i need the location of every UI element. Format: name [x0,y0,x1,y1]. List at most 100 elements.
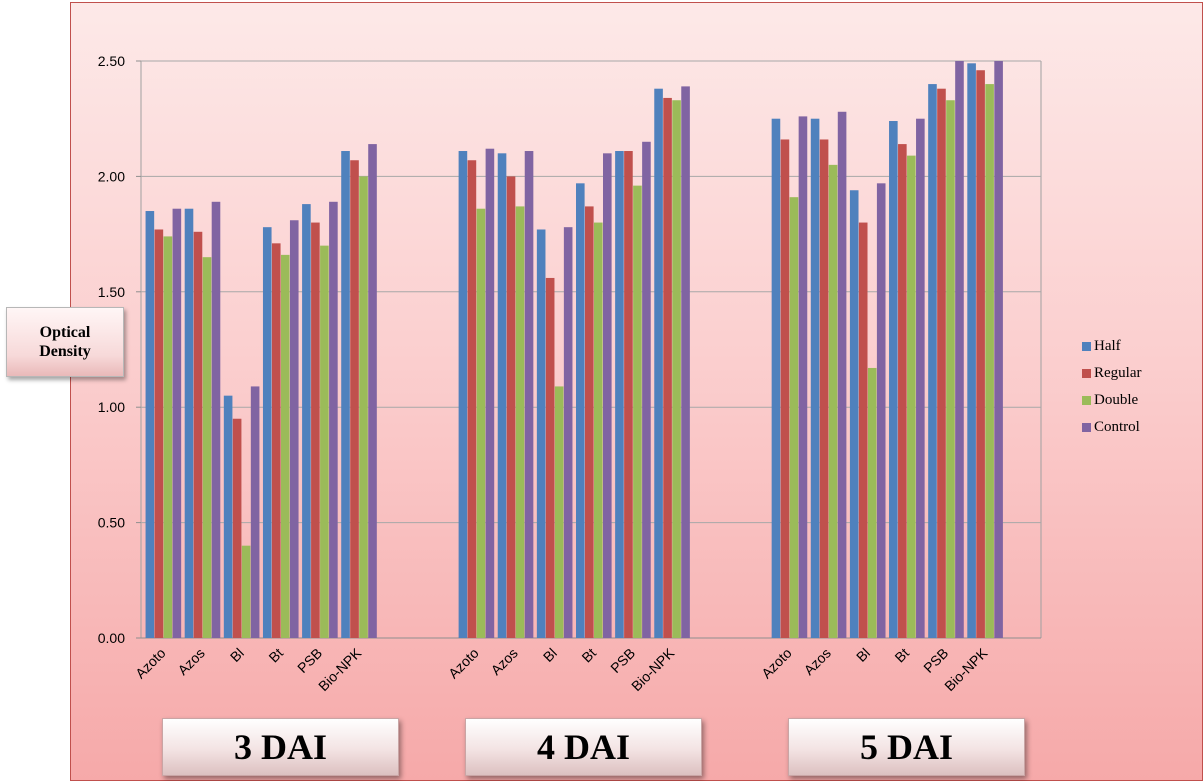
x-tick-label-5-dai-psb: PSB [920,645,951,676]
bar-5-dai-bt-regular [898,144,907,638]
legend-swatch-regular [1082,369,1091,378]
bar-4-dai-azos-double [515,206,525,639]
bar-4-dai-azoto-double [476,208,486,638]
bar-5-dai-bt-control [916,118,925,638]
bar-3-dai-azoto-regular [154,229,164,638]
bar-5-dai-bl-double [867,367,877,638]
legend: Half Regular Double Control [1082,333,1197,441]
bar-3-dai-bio-npk-double [359,176,368,638]
legend-label-control: Control [1094,419,1140,435]
bar-4-dai-azoto-regular [467,160,477,638]
bar-3-dai-bio-npk-regular [350,160,359,638]
group-label-4-dai-text: 4 DAI [536,727,630,767]
bar-4-dai-bio-npk-control [681,86,690,638]
bar-5-dai-bio-npk-half [967,63,976,639]
bar-5-dai-bl-half [849,190,859,639]
x-tick-label-3-dai-bio-npk: Bio-NPK [315,644,365,694]
bar-4-dai-psb-regular [624,151,633,638]
bar-4-dai-psb-half [615,151,624,638]
bar-3-dai-azoto-half [145,211,155,638]
bar-4-dai-bio-npk-half [654,88,663,639]
bar-3-dai-bl-control [250,386,260,638]
legend-item-half: Half [1082,333,1197,360]
y-tick-label-0-50: 0.50 [98,515,125,531]
legend-label-half: Half [1094,338,1121,354]
legend-label-regular: Regular [1094,365,1142,381]
bar-3-dai-psb-half [302,204,311,638]
bar-3-dai-psb-control [329,201,338,638]
group-label-5-dai-text: 5 DAI [859,727,953,767]
bar-5-dai-azoto-double [789,197,799,638]
group-label-5-dai: 5 DAI [788,718,1025,776]
bar-3-dai-azos-double [202,257,212,638]
x-tick-label-4-dai-bl: Bl [540,645,560,665]
bar-5-dai-azos-control [837,111,847,638]
bar-3-dai-bl-regular [232,418,242,638]
legend-label-double: Double [1094,392,1139,408]
x-tick-label-3-dai-psb: PSB [294,645,325,676]
y-tick-label-1-50: 1.50 [98,284,125,300]
bar-5-dai-psb-regular [937,88,946,639]
bar-3-dai-bio-npk-half [341,151,350,638]
bar-3-dai-bl-half [223,395,233,638]
x-tick-label-4-dai-azos: Azos [488,645,521,678]
y-axis-label-text: Optical Density [39,324,91,360]
bar-4-dai-psb-control [642,141,651,638]
bar-5-dai-psb-control [955,61,964,638]
bar-3-dai-bl-double [241,545,251,638]
x-tick-label-5-dai-bl: Bl [853,645,873,665]
x-tick-label-3-dai-azoto: Azoto [132,645,169,682]
group-label-3-dai: 3 DAI [162,718,399,776]
legend-item-double: Double [1082,387,1197,414]
bar-3-dai-bt-double [280,254,290,638]
bar-3-dai-bt-control [289,220,299,638]
bar-3-dai-azos-regular [193,231,203,639]
bar-5-dai-azos-regular [819,139,829,639]
x-tick-label-5-dai-bio-npk: Bio-NPK [941,644,991,694]
bar-4-dai-azoto-half [458,151,468,638]
legend-item-control: Control [1082,414,1197,441]
x-tick-label-4-dai-azoto: Azoto [445,645,482,682]
y-tick-label-0-00: 0.00 [98,630,125,646]
bar-4-dai-azos-half [497,153,507,638]
bar-3-dai-psb-double [320,245,329,638]
y-axis-label: Optical Density [6,307,124,377]
legend-item-regular: Regular [1082,360,1197,387]
x-tick-label-5-dai-bt: Bt [891,645,912,666]
bar-4-dai-bio-npk-regular [663,97,672,639]
x-tick-label-5-dai-azoto: Azoto [758,645,795,682]
bar-3-dai-azos-control [211,201,221,638]
bar-4-dai-azos-regular [506,176,516,638]
bar-5-dai-bt-half [889,121,898,639]
y-tick-label-1-00: 1.00 [98,399,125,415]
bar-4-dai-bl-control [563,227,573,638]
bar-5-dai-psb-half [928,84,937,638]
bar-4-dai-bt-double [594,222,603,638]
bar-5-dai-azoto-control [798,116,808,639]
bar-4-dai-bio-npk-double [672,100,681,638]
x-tick-label-3-dai-azos: Azos [174,645,207,678]
bar-3-dai-azoto-control [172,208,182,638]
bar-4-dai-bl-double [554,386,564,638]
x-tick-label-4-dai-bt: Bt [578,645,599,666]
bar-3-dai-bt-regular [271,243,281,638]
bar-5-dai-bio-npk-double [985,84,994,638]
x-tick-label-3-dai-bl: Bl [227,645,247,665]
bar-3-dai-azoto-double [163,236,173,638]
bar-3-dai-azos-half [184,208,194,638]
bar-5-dai-azoto-half [771,118,781,638]
bar-4-dai-psb-double [633,185,642,638]
bar-5-dai-bl-regular [858,222,868,638]
legend-swatch-double [1082,396,1091,405]
bar-5-dai-azos-double [828,164,838,639]
x-tick-label-5-dai-azos: Azos [801,645,834,678]
bar-5-dai-azos-half [810,118,820,638]
bar-5-dai-bt-double [907,155,916,639]
y-tick-label-2-00: 2.00 [98,168,125,184]
x-tick-label-3-dai-bt: Bt [265,645,286,666]
bar-4-dai-bl-half [536,229,546,638]
bar-3-dai-bt-half [262,227,272,638]
bar-5-dai-psb-double [946,100,955,638]
legend-swatch-control [1082,423,1091,432]
